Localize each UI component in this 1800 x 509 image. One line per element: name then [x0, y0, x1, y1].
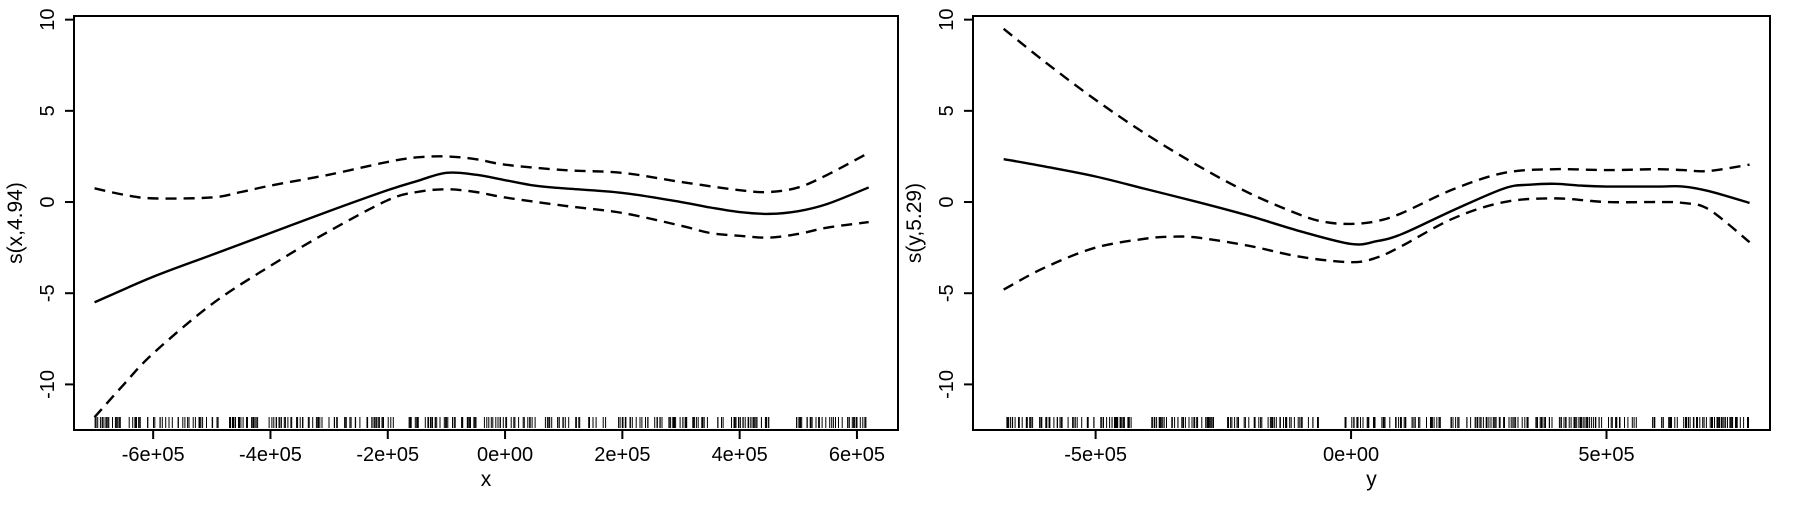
- smooth-lines: [93, 151, 870, 419]
- x-axis: -6e+05 -4e+05 -2e+05 0e+00 2e+05 4e+05 6e+05: [122, 430, 885, 466]
- y-tick-label: 10: [37, 9, 59, 31]
- y-tick-label: 10: [936, 9, 958, 31]
- y-tick-label: 5: [37, 105, 59, 116]
- x-axis-title: x: [481, 468, 492, 491]
- y-tick-label: -5: [37, 284, 59, 302]
- x-axis-title: y: [1366, 468, 1377, 491]
- y-axis: -10 -5 0 5 10: [936, 9, 973, 399]
- fit-line: [1003, 157, 1750, 246]
- x-tick-label: 4e+05: [712, 444, 768, 466]
- y-tick-label: -10: [37, 370, 59, 399]
- rug-marks: [1006, 417, 1749, 428]
- y-tick-label: -10: [936, 370, 958, 399]
- lower-band-line: [93, 188, 869, 419]
- y-axis-title: s(y,5.29): [903, 183, 926, 263]
- x-tick-label: 6e+05: [829, 444, 885, 466]
- x-tick-label: -5e+05: [1064, 444, 1127, 466]
- y-tick-label: -5: [936, 284, 958, 302]
- plot-frame: [73, 15, 899, 431]
- upper-band-line: [1002, 27, 1750, 226]
- x-tick-label: -6e+05: [122, 444, 185, 466]
- x-tick-label: 5e+05: [1578, 444, 1634, 466]
- x-axis: -5e+05 0e+00 5e+05: [1064, 430, 1635, 466]
- y-tick-label: 5: [936, 105, 958, 116]
- x-tick-label: -2e+05: [356, 444, 419, 466]
- fit-line: [94, 171, 870, 304]
- smooth-lines: [1002, 27, 1751, 291]
- y-axis: -10 -5 0 5 10: [37, 9, 74, 399]
- x-tick-label: 0e+00: [1323, 444, 1379, 466]
- x-tick-label: 0e+00: [477, 444, 533, 466]
- x-tick-label: 2e+05: [594, 444, 650, 466]
- lower-band-line: [1003, 197, 1751, 291]
- y-tick-label: 0: [37, 196, 59, 207]
- y-tick-label: 0: [936, 196, 958, 207]
- panel-x: -6e+05 -4e+05 -2e+05 0e+00 2e+05 4e+05 6e+05 -…: [4, 9, 899, 491]
- rug-marks: [94, 417, 867, 428]
- x-tick-label: -4e+05: [239, 444, 302, 466]
- panel-y: -5e+05 0e+00 5e+05 -10 -5 0 5 10 y s(y,5.29): [903, 9, 1771, 491]
- y-axis-title: s(x,4.94): [4, 182, 27, 264]
- plot-frame: [972, 15, 1771, 431]
